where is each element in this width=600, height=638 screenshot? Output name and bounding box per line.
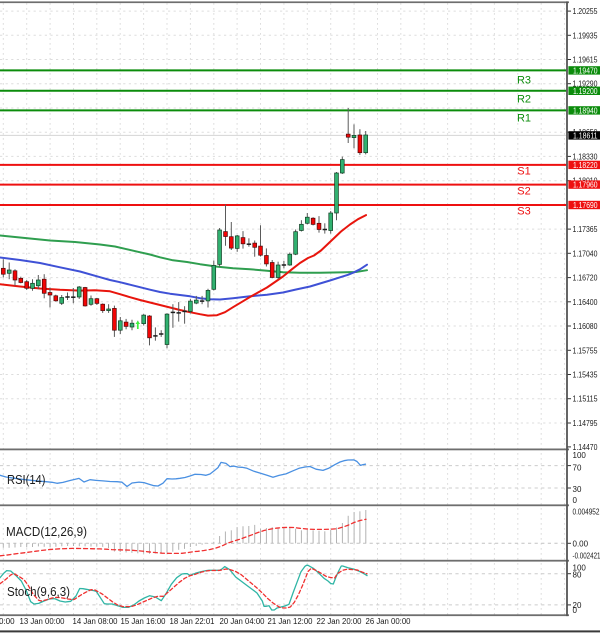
svg-text:13 Jan 00:00: 13 Jan 00:00: [20, 617, 66, 626]
svg-text:RSI(14): RSI(14): [7, 473, 46, 487]
svg-text:1.17960: 1.17960: [573, 181, 598, 190]
svg-text:0:00: 0:00: [0, 617, 15, 626]
svg-text:0.00: 0.00: [573, 539, 589, 548]
svg-text:R2: R2: [517, 94, 531, 106]
svg-text:-0.002421: -0.002421: [573, 552, 600, 561]
svg-text:1.19615: 1.19615: [573, 56, 598, 65]
svg-text:1.16400: 1.16400: [573, 298, 598, 307]
svg-text:18 Jan 22:01: 18 Jan 22:01: [170, 617, 216, 626]
svg-text:1.19200: 1.19200: [573, 87, 598, 96]
svg-text:70: 70: [573, 463, 582, 472]
svg-text:0: 0: [573, 496, 578, 505]
svg-text:S3: S3: [517, 206, 530, 218]
svg-text:1.15115: 1.15115: [573, 395, 598, 404]
svg-text:1.19935: 1.19935: [573, 31, 598, 40]
svg-text:1.18940: 1.18940: [573, 106, 598, 115]
svg-text:1.20255: 1.20255: [573, 7, 598, 16]
svg-text:1.19470: 1.19470: [573, 66, 598, 75]
svg-text:30: 30: [573, 485, 582, 494]
svg-text:21 Jan 12:00: 21 Jan 12:00: [268, 617, 314, 626]
svg-text:S1: S1: [517, 166, 530, 178]
svg-text:22 Jan 20:00: 22 Jan 20:00: [317, 617, 363, 626]
svg-text:26 Jan 00:00: 26 Jan 00:00: [366, 617, 412, 626]
svg-text:1.15755: 1.15755: [573, 346, 598, 355]
svg-text:1.14795: 1.14795: [573, 419, 598, 428]
svg-text:MACD(12,26,9): MACD(12,26,9): [6, 525, 87, 539]
svg-text:0: 0: [573, 606, 578, 615]
svg-text:R3: R3: [517, 75, 531, 87]
svg-text:14 Jan 08:00: 14 Jan 08:00: [73, 617, 119, 626]
svg-text:0.004952: 0.004952: [573, 508, 600, 517]
svg-text:1.17365: 1.17365: [573, 225, 598, 234]
svg-text:1.15435: 1.15435: [573, 371, 598, 380]
svg-text:1.17040: 1.17040: [573, 249, 598, 258]
svg-text:1.17690: 1.17690: [573, 201, 598, 210]
svg-text:S2: S2: [517, 186, 530, 198]
svg-text:R1: R1: [517, 113, 531, 125]
svg-text:1.18220: 1.18220: [573, 161, 598, 170]
svg-text:1.16720: 1.16720: [573, 274, 598, 283]
svg-text:80: 80: [573, 570, 582, 579]
svg-text:15 Jan 16:00: 15 Jan 16:00: [121, 617, 167, 626]
svg-text:100: 100: [573, 451, 587, 460]
svg-text:1.18611: 1.18611: [573, 131, 598, 140]
svg-text:20 Jan 04:00: 20 Jan 04:00: [220, 617, 266, 626]
svg-text:1.16080: 1.16080: [573, 322, 598, 331]
svg-text:Stoch(9,6,3): Stoch(9,6,3): [7, 585, 70, 599]
